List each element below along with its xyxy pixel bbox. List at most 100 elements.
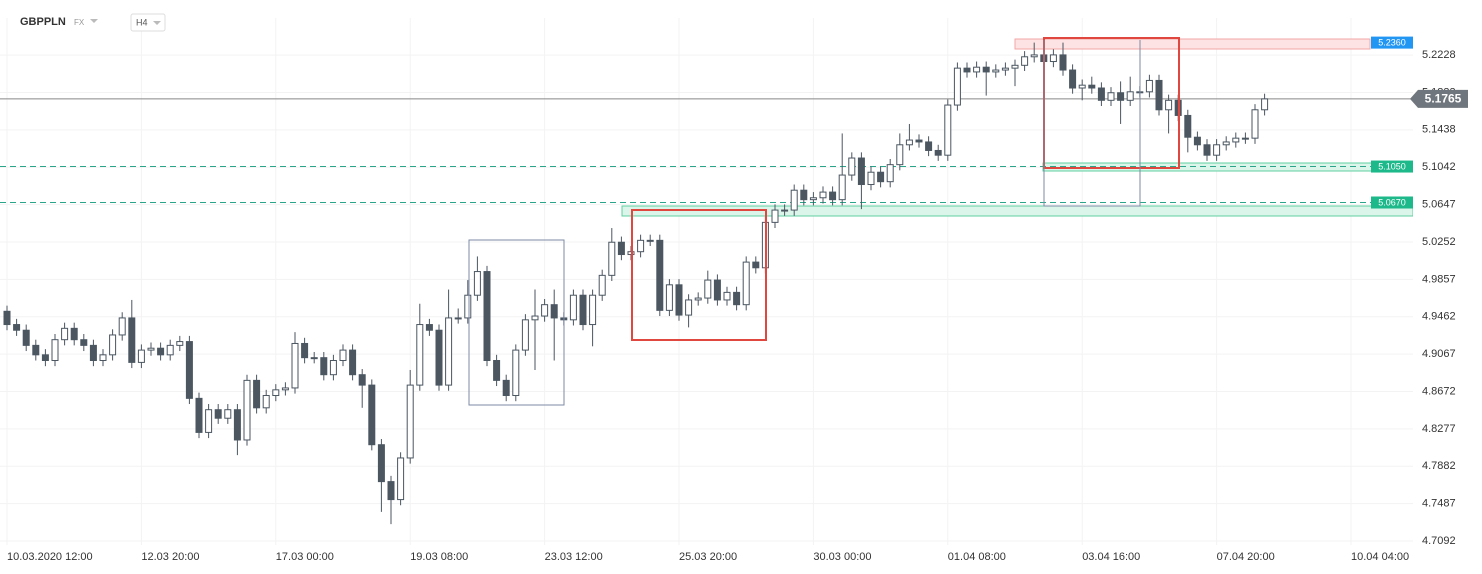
x-tick-label: 03.04 16:00 [1082, 551, 1140, 563]
candle-body [483, 271, 491, 362]
candle-body [771, 209, 779, 223]
timeframe-select[interactable] [130, 13, 166, 32]
candle-body [675, 284, 683, 316]
candle-body [61, 327, 69, 341]
candle-body [1117, 92, 1125, 101]
candle-body [1155, 79, 1163, 111]
candle-body [320, 357, 328, 376]
candle-body [416, 324, 424, 386]
candle-body [992, 69, 1000, 73]
candle-body [70, 327, 78, 341]
candle-body [915, 139, 923, 143]
candle-body [358, 374, 366, 386]
y-tick-label: 4.7882 [1422, 460, 1456, 472]
y-tick-label: 4.9462 [1422, 311, 1456, 323]
candle-body [397, 457, 405, 501]
candle-body [445, 317, 453, 386]
candle-body [262, 395, 270, 409]
candle-body [301, 342, 309, 359]
level-tag [1371, 196, 1413, 209]
candle-body [176, 341, 184, 346]
candle-body [454, 317, 462, 320]
candle-body [118, 317, 126, 336]
axis: 5.22285.18335.14385.10425.06475.02524.98… [7, 36, 1468, 563]
y-tick-label: 5.2228 [1422, 49, 1456, 61]
candle-body [281, 387, 289, 391]
candle-body [733, 291, 741, 306]
candle-body [886, 164, 894, 183]
level-label: 5.2360 [1378, 37, 1406, 47]
candle-body [723, 291, 731, 301]
candle-body [214, 409, 222, 419]
y-tick-label: 4.9067 [1422, 348, 1456, 360]
candle-body [1203, 144, 1211, 156]
candle-body [646, 239, 654, 242]
candle-body [608, 241, 616, 276]
level-label: 5.0670 [1378, 197, 1406, 207]
price-label: 5.1765 [1425, 92, 1462, 106]
candle-body [1069, 69, 1077, 89]
candle-body [637, 239, 645, 253]
candle-body [339, 349, 347, 362]
x-tick-label: 19.03 08:00 [410, 551, 468, 563]
candle-body [617, 241, 625, 256]
candle-body [243, 379, 251, 441]
candle-body [1184, 114, 1192, 138]
y-tick-label: 5.0647 [1422, 199, 1456, 211]
candle-body [838, 174, 846, 201]
candle-body [896, 144, 904, 166]
candle-body [32, 344, 40, 356]
y-tick-label: 4.8672 [1422, 385, 1456, 397]
candle-body [944, 104, 952, 156]
candle-body [1222, 141, 1230, 146]
candle-body [857, 157, 865, 186]
candle-body [349, 349, 357, 376]
candle-body [1078, 84, 1086, 89]
candle-body [253, 379, 261, 409]
candle-body [512, 349, 520, 397]
x-tick-label: 23.03 12:00 [545, 551, 603, 563]
levels [0, 98, 1413, 203]
x-tick-label: 17.03 00:00 [276, 551, 334, 563]
candles [3, 42, 1269, 525]
candle-body [1030, 54, 1038, 58]
candle-body [1165, 99, 1173, 111]
level-tag [1371, 36, 1413, 49]
candle-body [877, 171, 885, 183]
candle-body [685, 299, 693, 316]
candle-body [1059, 54, 1067, 71]
candle-body [925, 141, 933, 151]
dropdown-arrow[interactable] [153, 21, 161, 25]
candle-body [1193, 136, 1201, 146]
x-tick-label: 01.04 08:00 [948, 551, 1006, 563]
candle-body [569, 294, 577, 321]
candle-body [1011, 64, 1019, 69]
timeframe[interactable]: H4 [136, 17, 148, 27]
candle-body [694, 297, 702, 301]
candle-body [205, 409, 213, 433]
level-tag [1371, 160, 1413, 173]
x-tick-label: 12.03 20:00 [141, 551, 199, 563]
dropdown-arrow[interactable] [90, 19, 98, 23]
box [631, 209, 767, 341]
candle-body [781, 209, 789, 212]
candle-body [800, 189, 808, 201]
candle-body [137, 349, 145, 363]
y-tick-label: 4.7092 [1422, 535, 1456, 547]
level-label: 5.1050 [1378, 161, 1406, 171]
resistance-zone [1014, 38, 1371, 50]
candle-body [425, 324, 433, 331]
candle-body [1001, 67, 1009, 71]
candle-body [406, 384, 414, 459]
candle-body [1107, 92, 1115, 101]
candle-body [157, 347, 165, 356]
y-tick-label: 4.8277 [1422, 423, 1456, 435]
candle-body [1097, 87, 1105, 101]
candle-body [665, 284, 673, 311]
candle-body [502, 379, 510, 397]
candle-body [3, 310, 11, 326]
candle-body [435, 329, 443, 386]
candle-body [809, 197, 817, 201]
candle-body [464, 294, 472, 319]
